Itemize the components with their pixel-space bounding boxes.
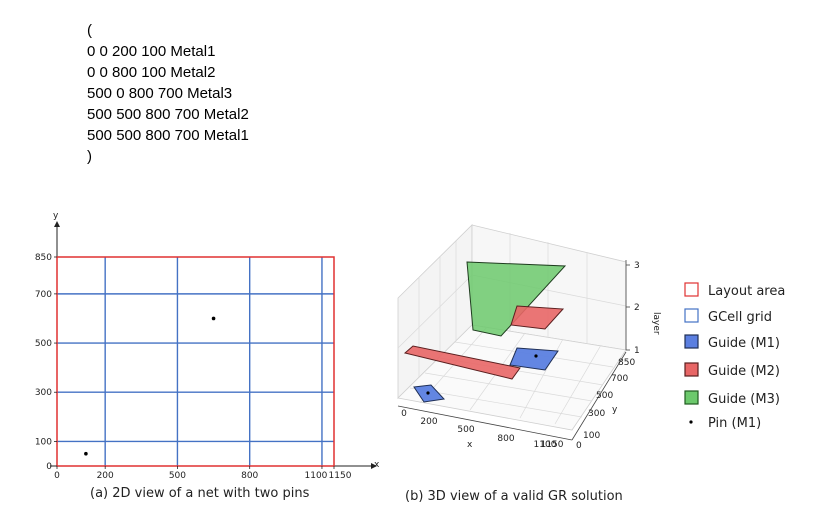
caption-2d: (a) 2D view of a net with two pins [90, 486, 310, 501]
legend-swatch-guide-m2 [684, 362, 699, 377]
guide-file-text: ( 0 0 200 100 Metal1 0 0 800 100 Metal2 … [87, 20, 249, 167]
legend: Layout area GCell grid Guide (M1) Guide (M2… [684, 282, 785, 431]
guide-m3 [466, 261, 567, 337]
legend-swatch-gcell-grid [684, 308, 699, 323]
z-tick-label-3d: 2 [634, 303, 640, 313]
x-tick-label: 0 [54, 471, 60, 481]
legend-swatch-pin-m1 [689, 420, 693, 424]
legend-swatch-guide-m1 [684, 334, 699, 349]
legend-label-layout-area: Layout area [708, 284, 785, 299]
legend-label-guide-m1: Guide (M1) [708, 336, 780, 351]
y-axis-3d [571, 351, 627, 441]
guide-line: 500 0 800 700 Metal3 [87, 85, 233, 102]
x-tick-label-3d: 500 [457, 425, 474, 435]
pin-3d [426, 391, 430, 395]
y-tick-label-3d: 500 [596, 391, 613, 401]
y-axis-label-3d: y [612, 405, 618, 415]
x-axis-label: x [374, 460, 380, 470]
x-tick-label-3d: 800 [497, 434, 514, 444]
y-tick-label-3d: 700 [611, 374, 628, 384]
legend-label-guide-m3: Guide (M3) [708, 392, 780, 407]
guide-line: 0 0 200 100 Metal1 [87, 43, 216, 60]
x-tick-label: 1100 [305, 471, 328, 481]
z-tick-label-3d: 3 [634, 261, 640, 271]
guide-m2-bottom [403, 345, 521, 380]
z-axis-label-3d: layer [651, 312, 661, 335]
x-tick-label-3d: 0 [401, 409, 407, 419]
pin-3d [534, 354, 538, 358]
y-tick-label: 700 [35, 290, 52, 300]
y-tick-label-3d: 300 [588, 409, 605, 419]
guide-line: 0 0 800 100 Metal2 [87, 64, 216, 81]
x-tick-label-3d: 1100 [534, 440, 557, 450]
y-tick-label-3d: 0 [576, 441, 582, 451]
y-tick-label: 500 [35, 339, 52, 349]
legend-label-pin-m1: Pin (M1) [708, 416, 761, 431]
caption-3d: (b) 3D view of a valid GR solution [405, 489, 623, 504]
x-tick-label-3d: 1150 [541, 440, 564, 450]
y-tick-label: 850 [35, 253, 52, 263]
x-axis-label-3d: x [467, 440, 473, 450]
legend-label-guide-m2: Guide (M2) [708, 364, 780, 379]
pin-dot [84, 451, 88, 456]
y-tick-label-3d: 850 [618, 358, 635, 368]
y-tick-label: 300 [35, 388, 52, 398]
x-tick-label-3d: 200 [420, 417, 437, 427]
gcell-grid [57, 257, 334, 466]
x-axis-3d [397, 405, 573, 441]
x-tick-label: 200 [97, 471, 114, 481]
y-tick-label: 100 [35, 437, 52, 447]
guide-line: 500 500 800 700 Metal1 [87, 127, 249, 144]
legend-swatch-layout-area [684, 282, 699, 297]
z-tick-label-3d: 1 [634, 346, 640, 356]
y-axis-label: y [53, 211, 59, 221]
guide-m1-top [509, 347, 559, 371]
guide-line: ( [87, 22, 92, 39]
legend-swatch-guide-m3 [684, 390, 699, 405]
guide-m2-top [510, 305, 565, 330]
guide-line: 500 500 800 700 Metal2 [87, 106, 249, 123]
x-tick-label: 500 [169, 471, 186, 481]
layout-area-rect [56, 256, 335, 467]
pin-dot [211, 316, 216, 321]
view-2d: y x 0 200 500 800 1100 1150 0100300500700850 … [35, 211, 380, 501]
y-tick-label-3d: 100 [583, 431, 600, 441]
x-tick-label: 800 [241, 471, 258, 481]
guide-line: ) [87, 148, 92, 165]
x-tick-label: 1150 [329, 471, 352, 481]
y-tick-label: 0 [46, 462, 52, 472]
legend-label-gcell-grid: GCell grid [708, 310, 772, 325]
